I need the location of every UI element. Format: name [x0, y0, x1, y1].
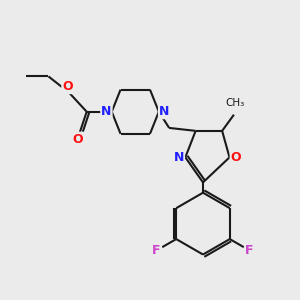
Text: O: O — [62, 80, 73, 93]
Text: CH₃: CH₃ — [226, 98, 245, 108]
Text: O: O — [231, 151, 241, 164]
Text: N: N — [101, 105, 112, 118]
Text: F: F — [245, 244, 254, 257]
Text: O: O — [73, 133, 83, 146]
Text: F: F — [152, 244, 161, 257]
Text: N: N — [159, 105, 169, 118]
Text: N: N — [174, 151, 184, 164]
